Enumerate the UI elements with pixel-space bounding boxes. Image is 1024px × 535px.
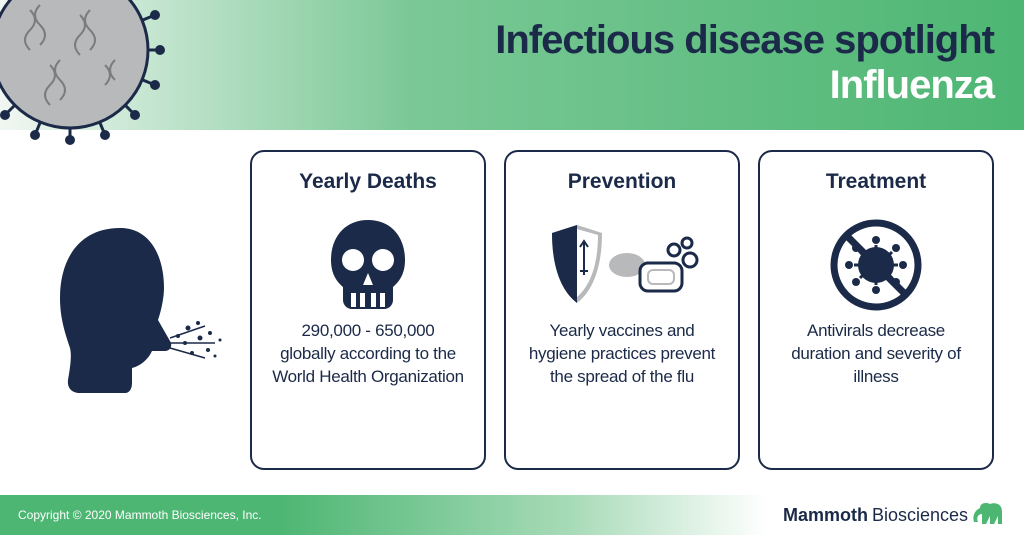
card-title: Yearly Deaths <box>299 170 437 194</box>
virus-icon <box>0 0 170 150</box>
no-virus-icon <box>826 210 926 320</box>
mammoth-icon <box>972 500 1008 530</box>
card-title: Prevention <box>568 170 677 194</box>
logo-bold: Mammoth <box>783 505 868 526</box>
coughing-head-icon <box>30 208 230 413</box>
card-deaths: Yearly Deaths 290,000 - 650,000 globally… <box>250 150 486 470</box>
card-body: Yearly vaccines and hygiene practices pr… <box>522 320 722 389</box>
card-body: Antivirals decrease duration and severit… <box>776 320 976 389</box>
main-content: Yearly Deaths 290,000 - 650,000 globally… <box>0 130 1024 470</box>
company-logo: MammothBiosciences <box>767 500 1024 530</box>
copyright-text: Copyright © 2020 Mammoth Biosciences, In… <box>0 495 280 535</box>
header-banner: Infectious disease spotlight Influenza <box>0 0 1024 130</box>
card-body: 290,000 - 650,000 globally according to … <box>268 320 468 389</box>
card-title: Treatment <box>826 170 926 194</box>
skull-icon <box>323 210 413 320</box>
logo-thin: Biosciences <box>872 505 968 526</box>
cards-row: Yearly Deaths 290,000 - 650,000 globally… <box>250 150 994 470</box>
card-treatment: Treatment Antivirals decrease d <box>758 150 994 470</box>
footer: Copyright © 2020 Mammoth Biosciences, In… <box>0 495 1024 535</box>
card-prevention: Prevention Yearly vaccines and hygiene p… <box>504 150 740 470</box>
shield-soap-icon <box>542 210 702 320</box>
footer-gradient <box>280 495 767 535</box>
